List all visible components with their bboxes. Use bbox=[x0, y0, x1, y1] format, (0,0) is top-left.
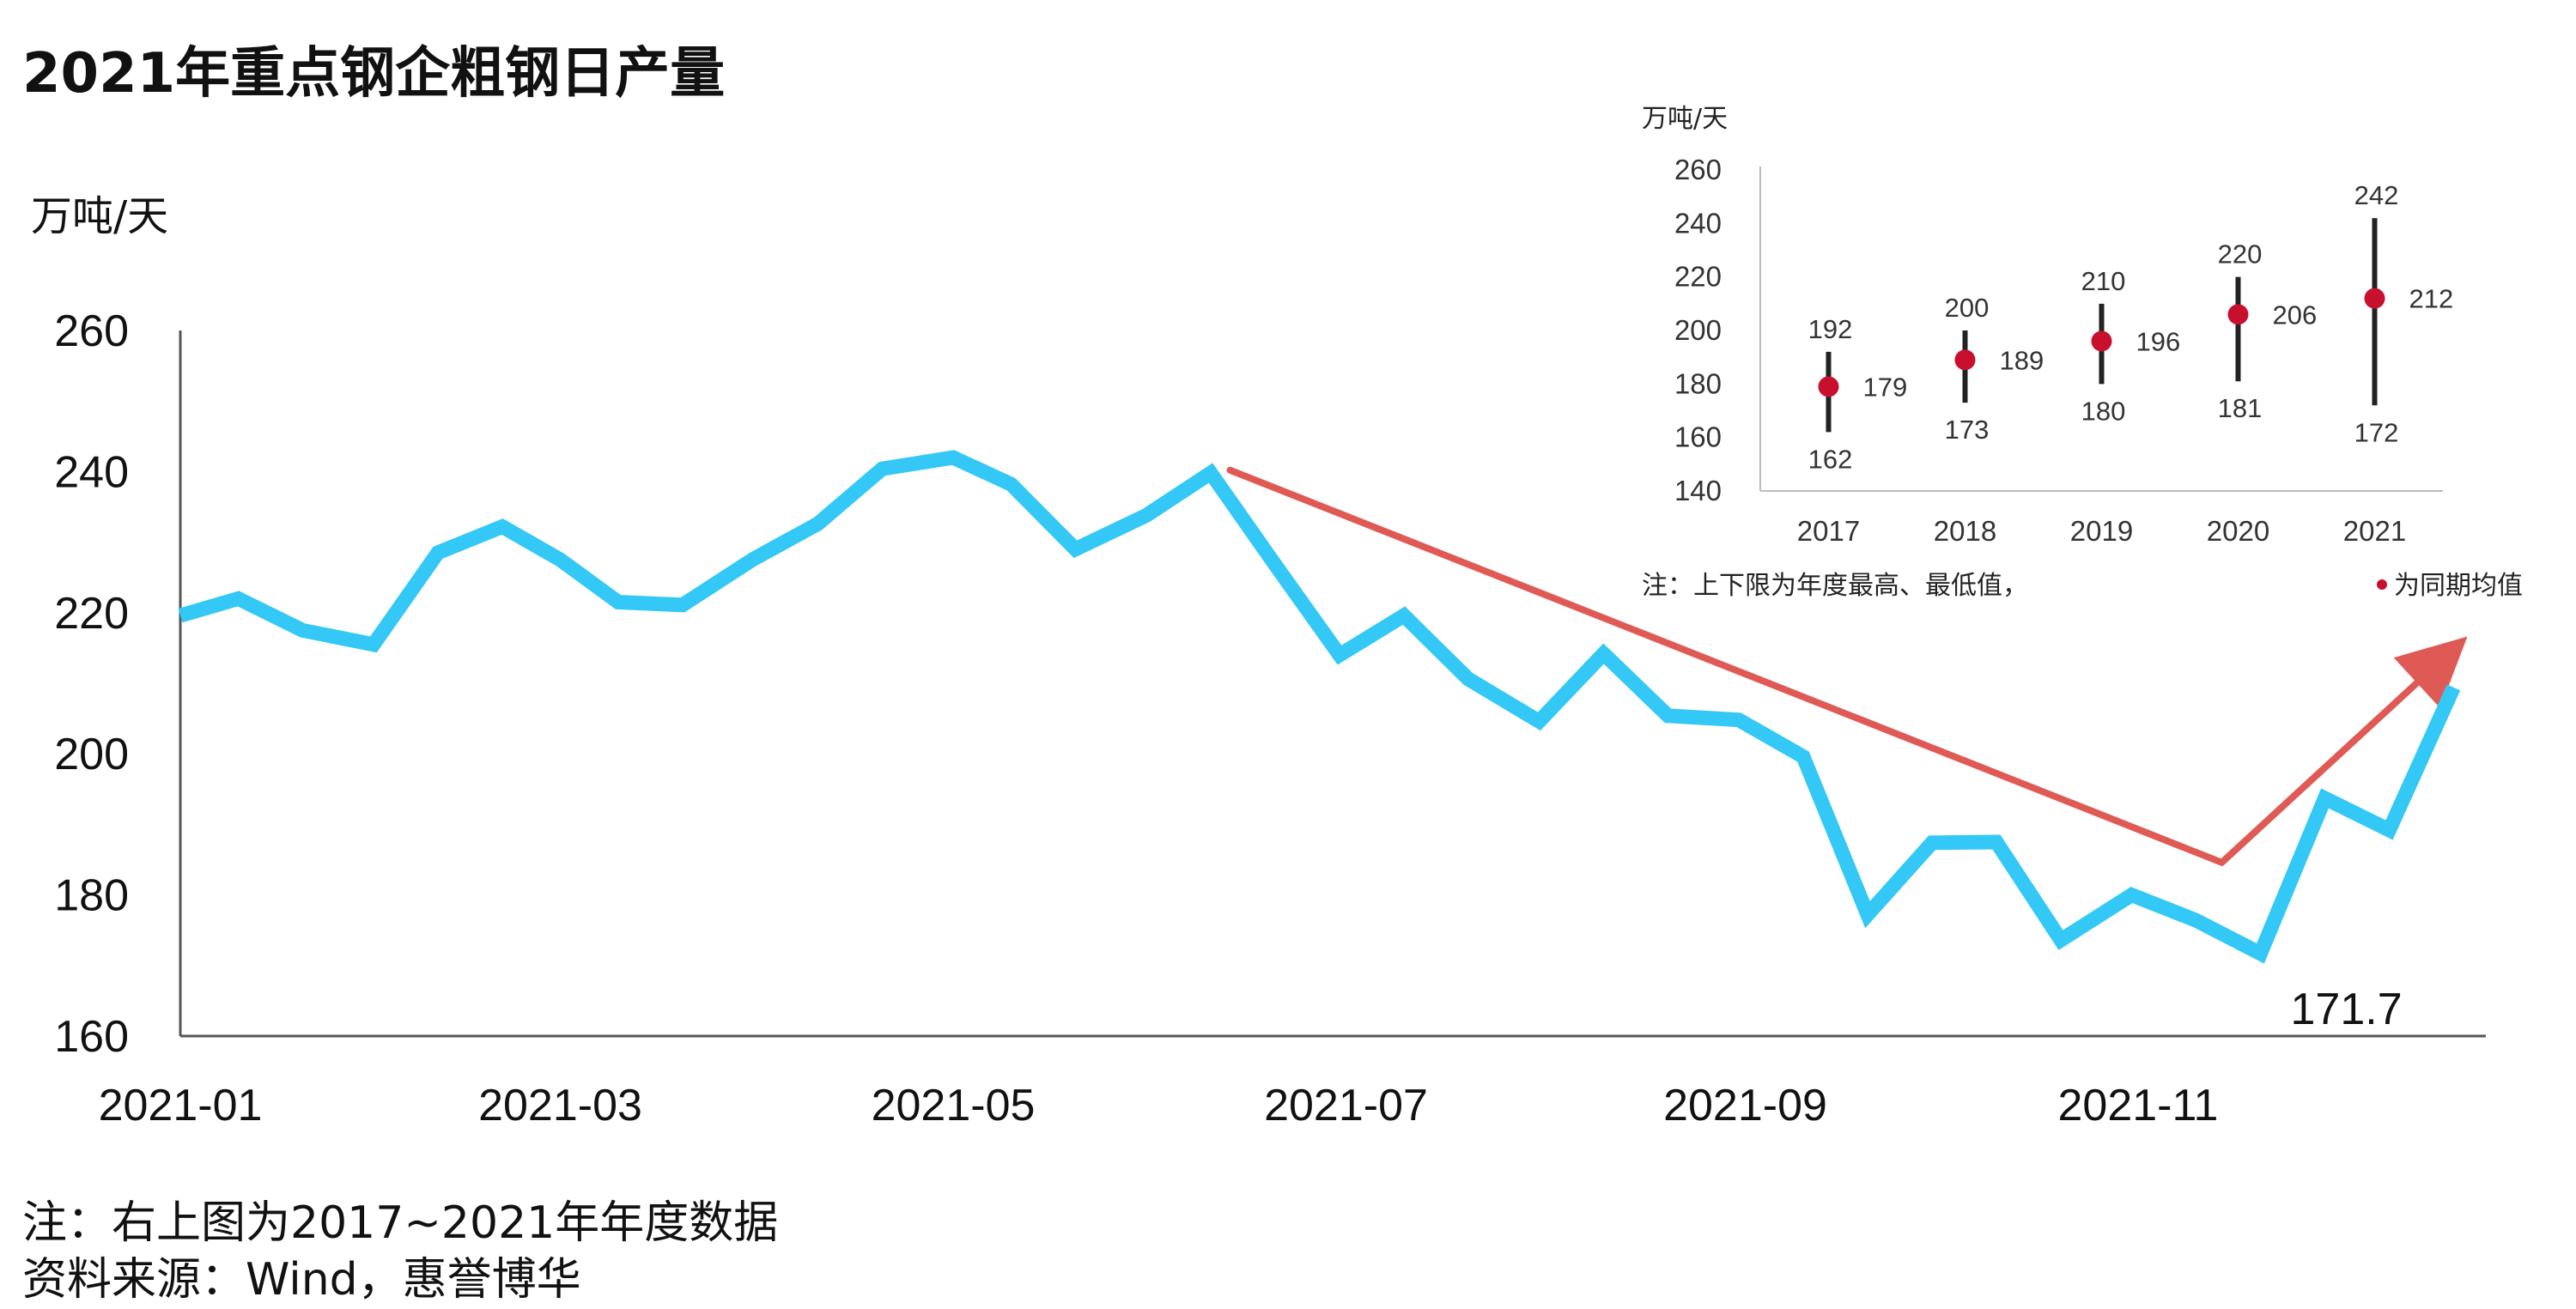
inset-max-label: 210 bbox=[2081, 266, 2126, 296]
inset-max-label: 192 bbox=[1808, 314, 1853, 344]
inset-mean-label: 189 bbox=[2000, 345, 2044, 375]
inset-note-suffix: 为同期均值 bbox=[2394, 571, 2523, 601]
y-tick-label: 240 bbox=[54, 447, 129, 497]
inset-x-tick-label: 2017 bbox=[1797, 515, 1860, 547]
inset-y-tick-label: 240 bbox=[1674, 207, 1722, 239]
inset-y-tick-label: 160 bbox=[1674, 421, 1722, 453]
x-tick-label: 2021-11 bbox=[2058, 1081, 2219, 1130]
inset-min-label: 173 bbox=[1945, 415, 1990, 445]
inset-min-label: 172 bbox=[2354, 417, 2399, 447]
inset-x-tick-label: 2021 bbox=[2343, 515, 2406, 547]
inset-mean-dot bbox=[2091, 330, 2112, 352]
footnote-source: 资料来源：Wind，惠誉博华 bbox=[22, 1254, 581, 1306]
y-tick-label: 180 bbox=[54, 871, 129, 921]
inset-mean-label: 179 bbox=[1863, 372, 1908, 402]
inset-max-label: 200 bbox=[1945, 293, 1990, 323]
chart-title: 2021年重点钢企粗钢日产量 bbox=[22, 42, 726, 106]
inset-mean-label: 212 bbox=[2409, 284, 2454, 314]
inset-y-tick-label: 220 bbox=[1674, 261, 1722, 293]
inset-mean-label: 196 bbox=[2136, 326, 2181, 356]
inset-min-label: 180 bbox=[2081, 396, 2126, 426]
series-line bbox=[178, 450, 2461, 964]
x-tick-label: 2021-07 bbox=[1264, 1081, 1428, 1130]
inset-y-axis-label: 万吨/天 bbox=[1642, 104, 1728, 134]
footnotes: 注：右上图为2017~2021年年度数据 资料来源：Wind，惠誉博华 bbox=[22, 1195, 778, 1308]
x-tick-label: 2021-01 bbox=[99, 1081, 263, 1130]
inset-mean-dot bbox=[2227, 304, 2249, 325]
y-tick-label: 220 bbox=[54, 589, 129, 639]
y-tick-label: 260 bbox=[54, 306, 129, 356]
inset-y-tick-label: 180 bbox=[1674, 367, 1722, 399]
inset-max-label: 242 bbox=[2354, 180, 2399, 210]
x-tick-label: 2021-09 bbox=[1663, 1081, 1827, 1130]
inset-y-tick-label: 140 bbox=[1674, 475, 1722, 506]
inset-mean-dot bbox=[1954, 349, 1976, 371]
inset-x-tick-label: 2019 bbox=[2070, 515, 2133, 547]
inset-mean-dot bbox=[2364, 288, 2385, 309]
x-tick-label: 2021-05 bbox=[872, 1081, 1036, 1130]
trend-arrow-up bbox=[2218, 636, 2468, 866]
footnote-line-1: 注：右上图为2017~2021年年度数据 bbox=[22, 1197, 779, 1249]
inset-mean-label: 206 bbox=[2273, 300, 2318, 330]
main-line-chart: 万吨/天 260 240 220 200 180 160 2021-01 2021-03 2021… bbox=[31, 192, 2486, 1130]
y-tick-label: 200 bbox=[54, 730, 129, 779]
inset-note: 注：上下限为年度最高、最低值， bbox=[1642, 571, 2028, 601]
inset-errorbar-chart: 万吨/天 260 240 220 200 180 160 140 2017 192 162 179 20… bbox=[1642, 104, 2523, 601]
inset-x-tick-label: 2020 bbox=[2207, 515, 2269, 547]
inset-mean-dot bbox=[1818, 376, 1839, 397]
y-axis-label: 万吨/天 bbox=[31, 192, 168, 240]
inset-y-tick-label: 260 bbox=[1674, 154, 1722, 185]
inset-max-label: 220 bbox=[2218, 239, 2263, 270]
trend-line-down bbox=[1226, 466, 2226, 866]
inset-x-tick-label: 2018 bbox=[1934, 515, 1996, 547]
inset-note-dot-icon bbox=[2377, 579, 2387, 590]
inset-min-label: 162 bbox=[1808, 444, 1853, 474]
x-tick-label: 2021-03 bbox=[478, 1081, 642, 1130]
min-value-label: 171.7 bbox=[2291, 985, 2403, 1034]
inset-y-tick-label: 200 bbox=[1674, 314, 1722, 346]
inset-min-label: 181 bbox=[2218, 393, 2263, 423]
y-tick-label: 160 bbox=[54, 1012, 129, 1062]
